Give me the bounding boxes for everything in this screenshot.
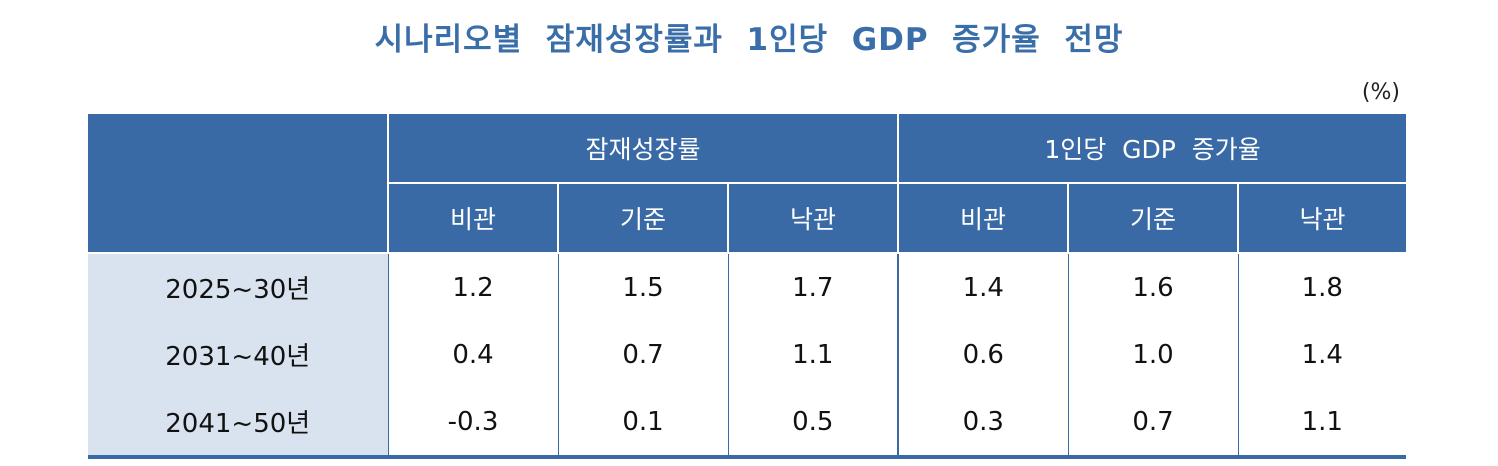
table-cell: 0.5	[727, 388, 899, 459]
table-cell: 0.6	[897, 321, 1069, 388]
table-cell: 1.1	[727, 321, 899, 388]
table-row: 2031~40년 0.4 0.7 1.1 0.6 1.0 1.4	[88, 321, 1407, 388]
unit-label: (%)	[1361, 80, 1400, 105]
sub-header-pessimistic: 비관	[897, 183, 1069, 254]
corner-header-cell	[88, 114, 388, 254]
sub-header-pessimistic: 비관	[387, 183, 558, 254]
table-cell: 1.7	[727, 253, 899, 321]
table-cell: 0.7	[557, 321, 728, 388]
table-cell: 1.1	[1237, 388, 1407, 459]
table-cell: 0.7	[1067, 388, 1239, 459]
table-cell: 0.1	[557, 388, 728, 459]
table-cell: 1.8	[1237, 253, 1407, 321]
sub-header-optimistic: 낙관	[726, 183, 899, 254]
row-label: 2025~30년	[88, 253, 388, 321]
table-cell: 1.4	[897, 253, 1069, 321]
table-cell: 1.0	[1067, 321, 1239, 388]
data-table: 잠재성장률 1인당 GDP 증가율 비관 기준 낙관 비관 기준 낙관 2025…	[88, 114, 1407, 459]
table-cell: 1.2	[387, 253, 558, 321]
table-cell: 0.4	[387, 321, 558, 388]
page-title: 시나리오별 잠재성장률과 1인당 GDP 증가율 전망	[374, 22, 1124, 58]
table-cell: -0.3	[387, 388, 558, 459]
row-label: 2041~50년	[88, 388, 388, 459]
table-cell: 1.6	[1067, 253, 1239, 321]
row-label: 2031~40년	[88, 321, 388, 388]
table-cell: 0.3	[897, 388, 1069, 459]
sub-header-baseline: 기준	[1067, 183, 1239, 254]
table-cell: 1.5	[557, 253, 728, 321]
table-subheader-row: 비관 기준 낙관 비관 기준 낙관	[88, 183, 1407, 254]
group-header-potential-growth: 잠재성장률	[386, 114, 899, 184]
sub-header-baseline: 기준	[557, 183, 728, 254]
sub-header-optimistic: 낙관	[1237, 183, 1407, 254]
table-cell: 1.4	[1237, 321, 1407, 388]
table-header-row: 잠재성장률 1인당 GDP 증가율	[88, 114, 1407, 254]
group-header-gdp-per-capita: 1인당 GDP 증가율	[897, 114, 1407, 184]
table-row: 2025~30년 1.2 1.5 1.7 1.4 1.6 1.8	[88, 253, 1407, 321]
table-row: 2041~50년 -0.3 0.1 0.5 0.3 0.7 1.1	[88, 388, 1407, 459]
